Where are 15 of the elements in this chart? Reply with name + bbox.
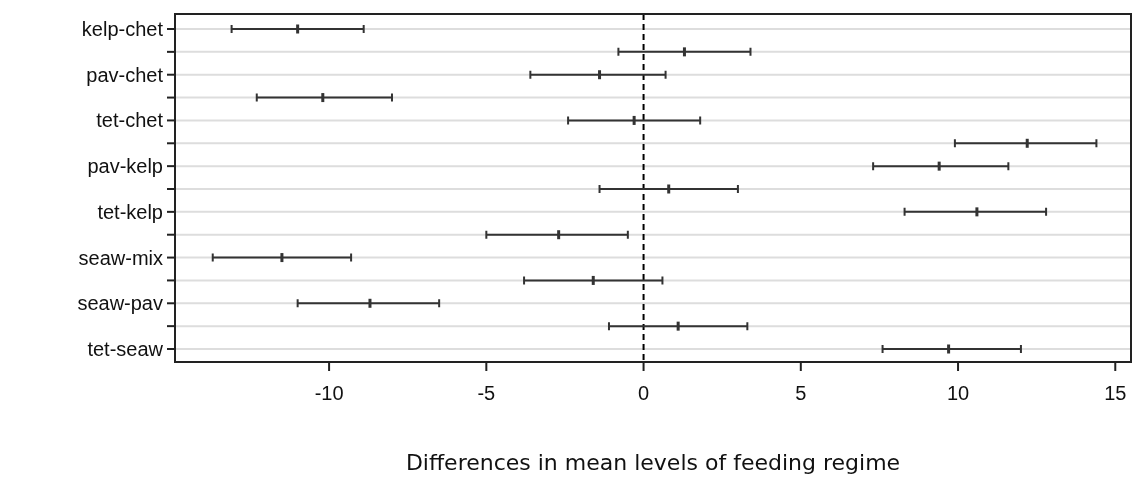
x-tick-label: 10 xyxy=(946,382,970,404)
x-tick-label: 15 xyxy=(1104,382,1127,404)
x-tick-label: 5 xyxy=(795,382,807,404)
y-tick-label: tet-seaw xyxy=(87,338,164,360)
y-tick-label: seaw-mix xyxy=(78,246,163,269)
y-tick-label: pav-kelp xyxy=(87,155,163,178)
y-tick-label: kelp-chet xyxy=(81,18,164,40)
y-tick-label: seaw-pav xyxy=(77,292,163,315)
y-tick-label: tet-chet xyxy=(96,109,164,132)
y-tick-label: tet-kelp xyxy=(97,200,163,223)
x-axis-title: Differences in mean levels of feeding regime xyxy=(405,450,901,475)
x-tick-label: -5 xyxy=(477,382,496,404)
x-tick-label: 0 xyxy=(638,382,650,404)
y-tick-label: pav-chet xyxy=(86,63,164,86)
x-tick-label: -10 xyxy=(314,382,344,404)
